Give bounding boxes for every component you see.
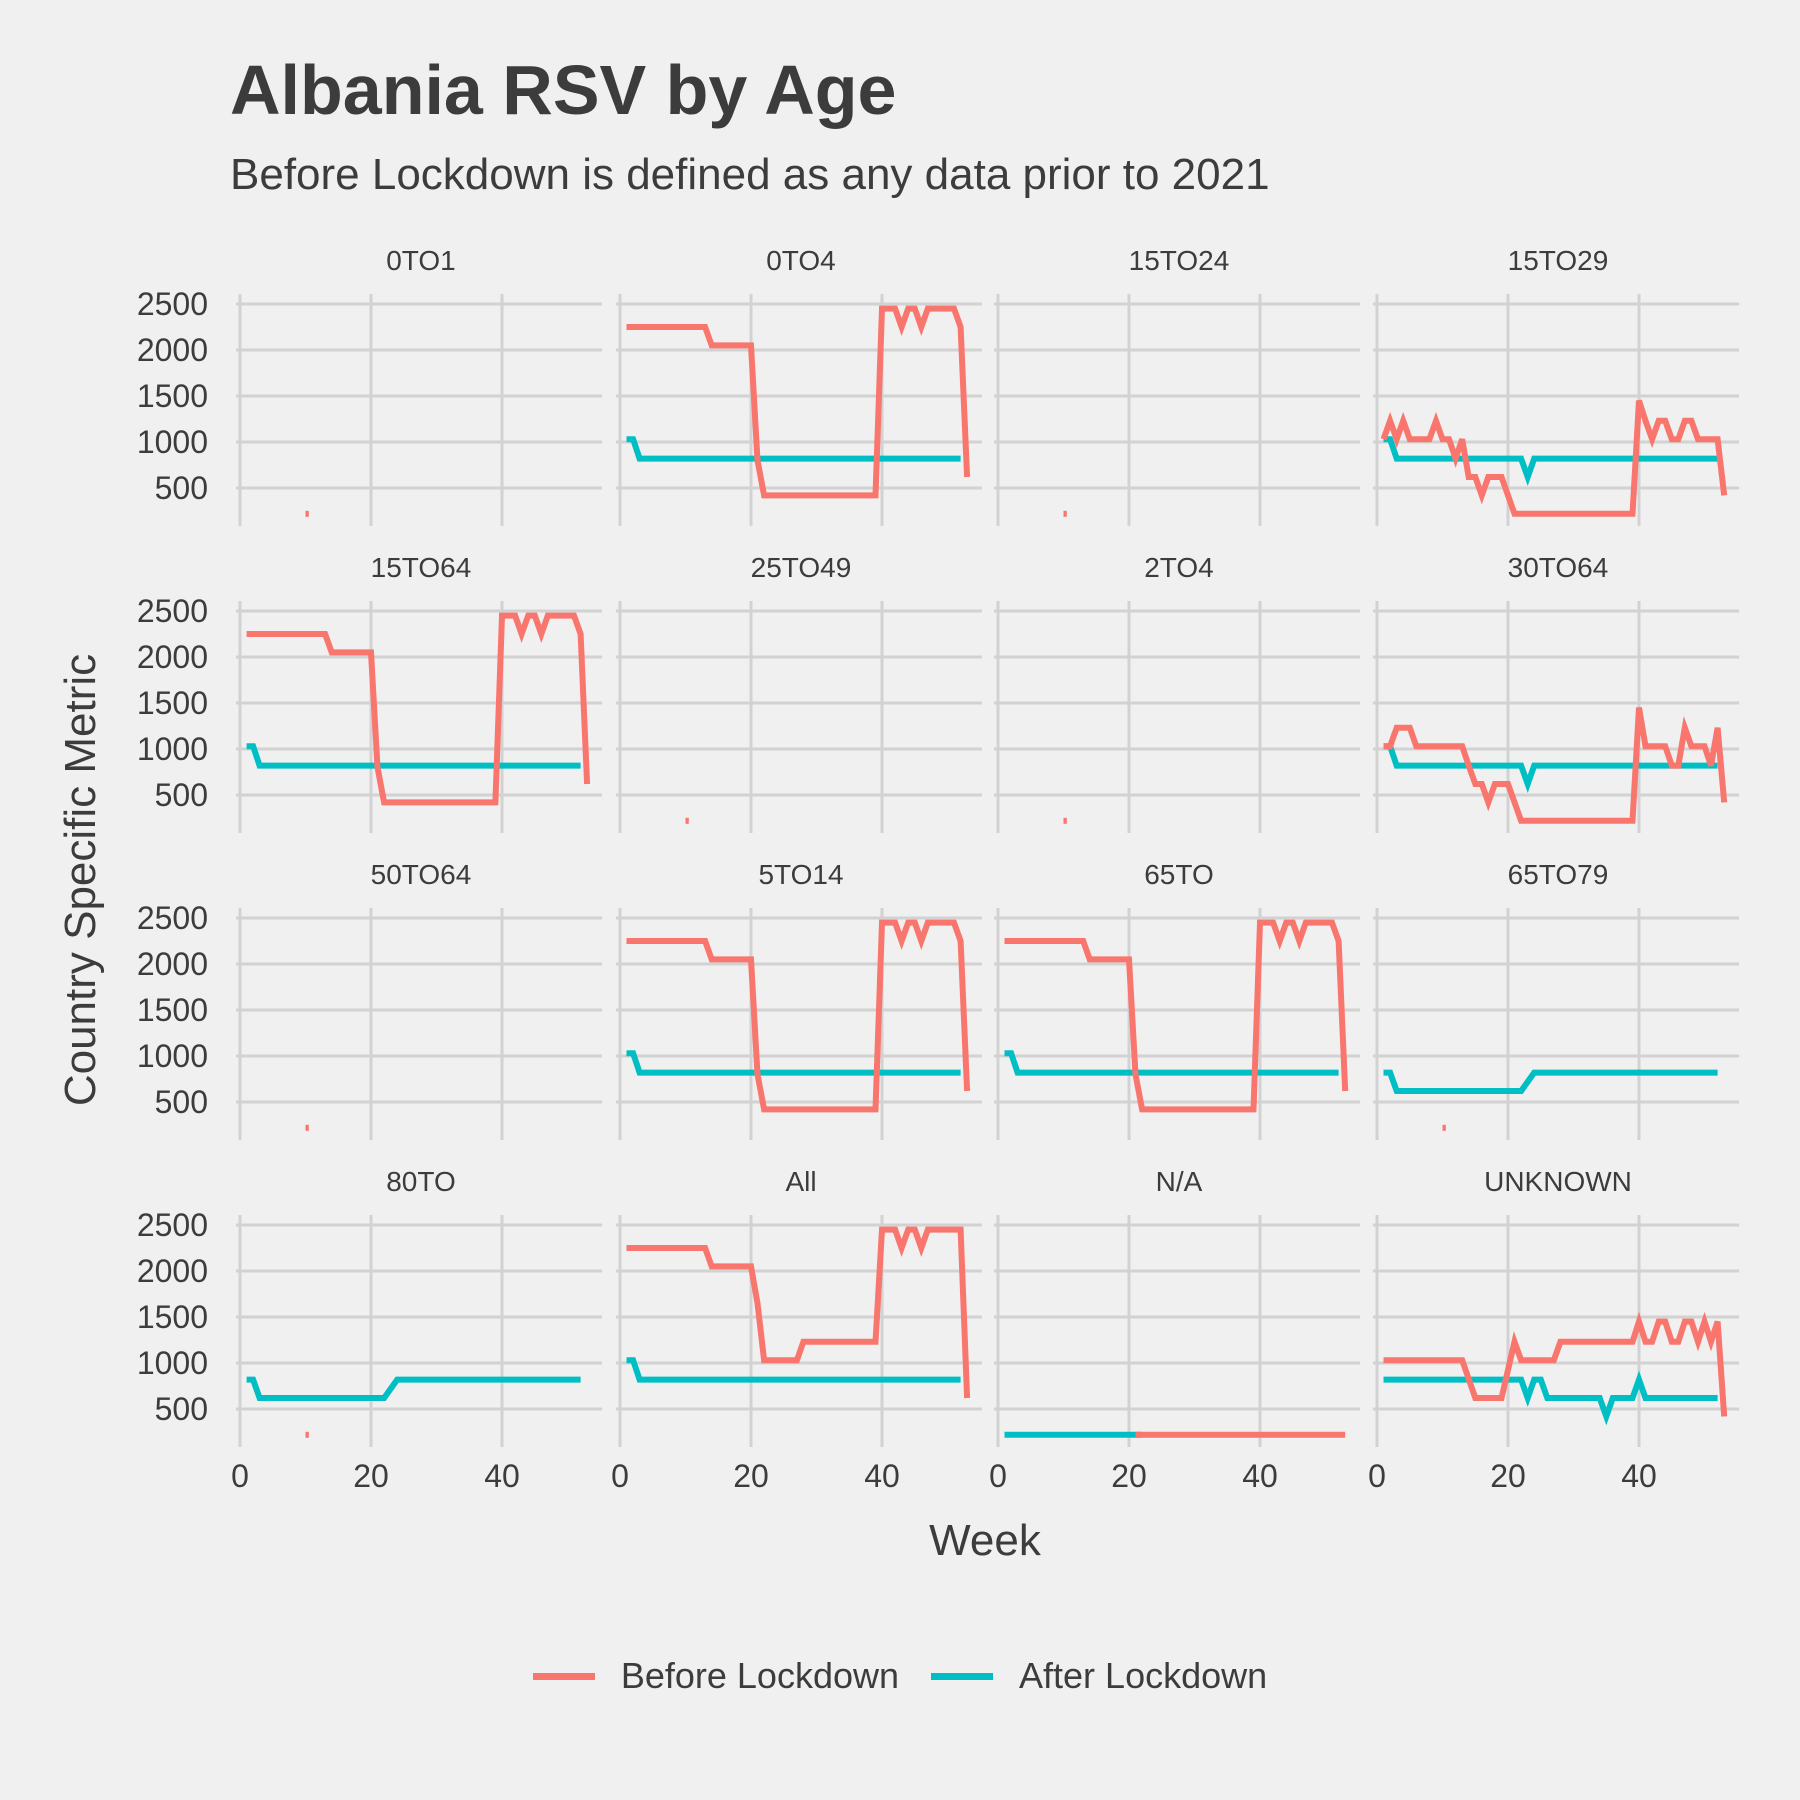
series-before-unknown (1383, 1311, 1728, 1417)
panel-label-25to49: 25TO49 (751, 552, 852, 583)
y-tick-label: 1500 (137, 378, 208, 414)
panel-label-15to24: 15TO24 (1129, 245, 1230, 276)
panel-label-15to29: 15TO29 (1508, 245, 1609, 276)
panel-label-2to4: 2TO4 (1144, 552, 1214, 583)
series-after-15to64 (246, 743, 581, 769)
series-after-65to (1004, 1050, 1339, 1076)
x-tick-label: 40 (864, 1458, 900, 1494)
series-before-5to14 (626, 919, 971, 1113)
y-tick-label: 1500 (137, 685, 208, 721)
panel-label-65to: 65TO (1144, 859, 1214, 890)
series-after-unknown (1383, 1370, 1718, 1426)
chart-subtitle: Before Lockdown is defined as any data p… (230, 150, 1270, 199)
y-tick-label: 1000 (137, 424, 208, 460)
legend: Before Lockdown After Lockdown (0, 1655, 1800, 1697)
y-tick-label: 1000 (137, 1038, 208, 1074)
x-tick-label: 0 (989, 1458, 1007, 1494)
series-after-5to14 (626, 1050, 961, 1076)
chart-title: Albania RSV by Age (230, 51, 897, 129)
panel-label-5to14: 5TO14 (758, 859, 843, 890)
series-after-0to4 (626, 436, 961, 462)
panel-label-65to79: 65TO79 (1508, 859, 1609, 890)
y-tick-label: 2000 (137, 1253, 208, 1289)
legend-item-before: Before Lockdown (532, 1655, 900, 1697)
panel-label-0to1: 0TO1 (386, 245, 456, 276)
legend-swatch-before (532, 1672, 595, 1680)
x-tick-label: 20 (1490, 1458, 1526, 1494)
series-before-0to4 (626, 305, 971, 499)
legend-label-after: After Lockdown (1019, 1655, 1268, 1696)
y-tick-label: 1500 (137, 992, 208, 1028)
x-tick-label: 20 (1111, 1458, 1147, 1494)
y-tick-label: 2500 (137, 900, 208, 936)
legend-swatch-after (931, 1672, 994, 1680)
panel-label-n-a: N/A (1156, 1166, 1203, 1197)
x-tick-label: 40 (484, 1458, 520, 1494)
panel-label-unknown: UNKNOWN (1484, 1166, 1632, 1197)
y-tick-label: 2500 (137, 1207, 208, 1243)
x-tick-label: 40 (1621, 1458, 1657, 1494)
y-axis-title: Country Specific Metric (56, 654, 105, 1106)
series-before-15to29 (1380, 399, 1728, 517)
y-tick-label: 500 (155, 1391, 208, 1427)
panel-label-0to4: 0TO4 (766, 245, 836, 276)
series-after-15to29 (1383, 436, 1718, 486)
panel-label-80to: 80TO (386, 1166, 456, 1197)
x-tick-label: 0 (231, 1458, 249, 1494)
series-after-80to (246, 1376, 581, 1401)
y-tick-label: 500 (155, 777, 208, 813)
y-tick-label: 2000 (137, 639, 208, 675)
y-tick-label: 2500 (137, 286, 208, 322)
legend-item-after: After Lockdown (931, 1655, 1267, 1697)
y-tick-label: 1500 (137, 1299, 208, 1335)
y-tick-label: 2000 (137, 332, 208, 368)
x-axis-title: Week (929, 1516, 1042, 1565)
y-tick-label: 2500 (137, 593, 208, 629)
panel-label-30to64: 30TO64 (1508, 552, 1609, 583)
series-before-15to64 (246, 612, 591, 806)
legend-label-before: Before Lockdown (620, 1655, 900, 1696)
x-tick-label: 0 (611, 1458, 629, 1494)
x-tick-label: 20 (353, 1458, 389, 1494)
x-tick-label: 0 (1368, 1458, 1386, 1494)
x-tick-label: 20 (733, 1458, 769, 1494)
y-tick-label: 1000 (137, 1345, 208, 1381)
panel-label-15to64: 15TO64 (371, 552, 472, 583)
panel-label-all: All (785, 1166, 816, 1197)
series-before-30to64 (1383, 707, 1728, 824)
y-tick-label: 1000 (137, 731, 208, 767)
y-tick-label: 500 (155, 1084, 208, 1120)
series-after-all (626, 1357, 961, 1383)
panel-label-50to64: 50TO64 (371, 859, 472, 890)
series-before-all (626, 1226, 971, 1399)
y-tick-label: 500 (155, 470, 208, 506)
y-tick-label: 2000 (137, 946, 208, 982)
series-before-65to (1004, 919, 1349, 1113)
series-after-65to79 (1383, 1069, 1718, 1094)
x-tick-label: 40 (1242, 1458, 1278, 1494)
